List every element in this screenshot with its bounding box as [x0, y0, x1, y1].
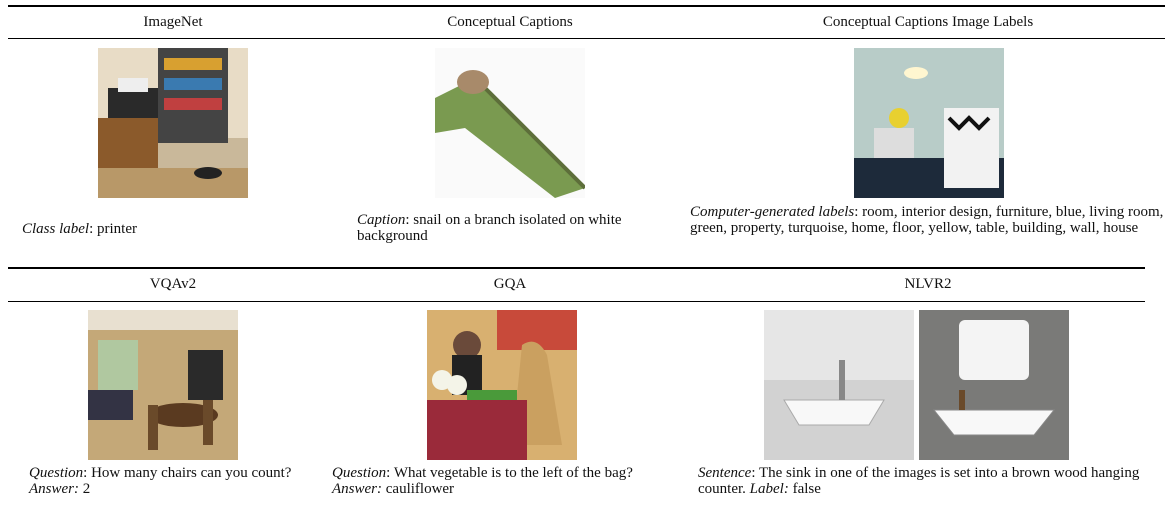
caption-label: Class label [22, 221, 90, 237]
caption-label: Answer: [29, 481, 79, 497]
caption-text: : The sink in one of the images is set i… [698, 465, 1144, 497]
image-sink-left [764, 310, 914, 460]
header-rule [8, 301, 1145, 302]
caption-label: Question [29, 465, 84, 481]
caption: Class label: printer [22, 221, 322, 237]
caption: Sentence: The sink in one of the images … [698, 465, 1158, 497]
top-rule [8, 5, 1165, 7]
caption-label: Label: [749, 481, 789, 497]
caption-text: : What vegetable is to the left of the b… [386, 465, 637, 481]
column-header: Conceptual Captions [447, 14, 573, 30]
caption: Caption: snail on a branch isolated on w… [357, 212, 677, 244]
image-dining-room [88, 310, 238, 460]
header-rule [8, 38, 1165, 39]
mid-rule [8, 267, 1145, 269]
caption-text: : printer [89, 221, 137, 237]
caption-text: : room, interior design, furniture, blue… [690, 204, 1168, 236]
column-header: VQAv2 [149, 276, 197, 292]
column-header: Conceptual Captions Image Labels [822, 14, 1034, 30]
caption: Question: What vegetable is to the left … [332, 465, 677, 497]
caption-label: Answer: [332, 481, 382, 497]
caption: Computer-generated labels: room, interio… [690, 204, 1170, 236]
image-printer [98, 48, 248, 198]
caption-text: : How many chairs can you count? [83, 465, 296, 481]
caption-text: cauliflower [382, 481, 455, 497]
caption-text: false [788, 481, 821, 497]
image-market [427, 310, 577, 460]
caption-label: Caption [357, 212, 406, 228]
column-header: NLVR2 [904, 276, 952, 292]
caption-label: Computer-generated labels [690, 204, 855, 220]
image-sink-right [919, 310, 1069, 460]
column-header: ImageNet [143, 14, 203, 30]
caption-label: Question [332, 465, 387, 481]
image-living-room [854, 48, 1004, 198]
column-header: GQA [493, 276, 527, 292]
caption-text: 2 [79, 481, 91, 497]
caption-label: Sentence [698, 465, 752, 481]
caption: Question: How many chairs can you count?… [29, 465, 319, 497]
caption-text: : snail on a branch isolated on white ba… [357, 212, 626, 244]
image-snail [435, 48, 585, 198]
